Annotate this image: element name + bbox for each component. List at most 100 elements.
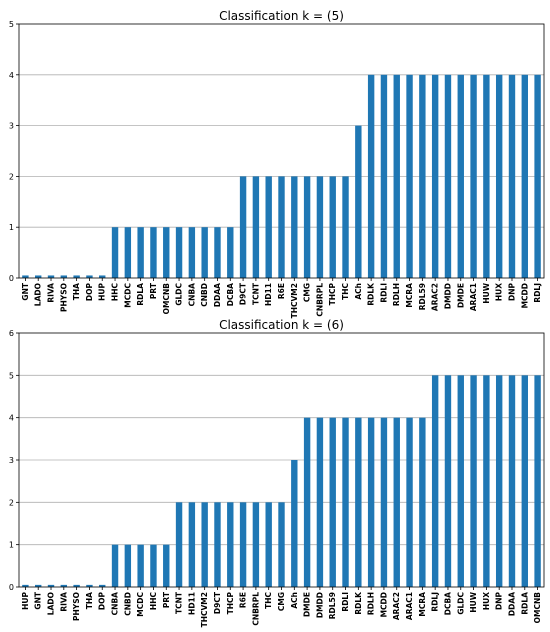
bar-arac2 xyxy=(431,74,439,278)
bar-mcdd xyxy=(521,74,528,278)
x-tick-label: DMDE xyxy=(303,592,312,617)
x-tick-label: DMDE xyxy=(456,283,465,308)
x-tick-label: HUP xyxy=(98,283,107,301)
bar-tcnt xyxy=(175,502,183,587)
bar-rdl59 xyxy=(419,74,426,278)
bar-lado xyxy=(47,584,55,587)
bar-thc xyxy=(342,176,349,278)
bar-dmde xyxy=(303,417,311,587)
bar-omcnb xyxy=(163,227,170,278)
x-tick-label: HHC xyxy=(111,283,120,302)
x-tick-label: DCBA xyxy=(443,592,452,615)
x-tick-label: MCDC xyxy=(136,592,145,617)
bar-dmde xyxy=(457,74,464,278)
x-tick-label: PHYSO xyxy=(72,592,81,621)
bar-ddaa xyxy=(214,227,221,278)
x-tick-label: ARAC1 xyxy=(469,283,478,311)
bar-rdla xyxy=(137,227,144,278)
x-tick-label: DMDD xyxy=(443,283,452,309)
x-tick-label: HUX xyxy=(495,283,504,301)
bar-arac1 xyxy=(406,417,413,587)
bar-hux xyxy=(483,375,490,587)
bar-r6e xyxy=(239,502,247,587)
bar-rdli xyxy=(380,74,388,278)
x-tick-label: DCBA xyxy=(226,283,235,306)
chart-panel-k5: 0 1 2 3 4 5 GNT LADO RIVA PHYSO THA DOP HUP HHC MCDC RD… xyxy=(9,9,545,318)
bar-thcp xyxy=(227,502,234,587)
bar-tha xyxy=(86,584,93,587)
bar-hhc xyxy=(150,544,157,587)
bar-gldc xyxy=(457,375,464,587)
y-tick-label: 0 xyxy=(9,274,14,283)
bar-mcdd xyxy=(380,417,388,587)
bar-hd11 xyxy=(265,176,272,278)
bar-thcvm2 xyxy=(201,502,208,587)
x-tick-label: THCP xyxy=(226,592,235,615)
y-tick-label: 5 xyxy=(9,20,14,29)
x-tick-label: CMG xyxy=(277,592,286,611)
bar-cnbd xyxy=(201,227,208,278)
x-tick-label: MCRA xyxy=(405,283,414,308)
x-tick-label: R6E xyxy=(277,283,286,299)
bar-dcba xyxy=(444,375,452,587)
y-tick-label: 1 xyxy=(9,223,14,232)
x-tick-label: PHYSO xyxy=(59,283,68,312)
x-tick-label: CNBD xyxy=(123,592,132,616)
bar-riva xyxy=(60,584,68,587)
bar-hhc xyxy=(111,227,119,278)
x-tick-label: DDAA xyxy=(507,592,516,616)
bar-ach xyxy=(355,125,362,278)
x-tick-label: GLDC xyxy=(456,592,465,615)
x-tick-label: THA xyxy=(72,283,81,300)
x-tick-label: THCVM2 xyxy=(200,592,209,627)
bar-dnp xyxy=(508,74,516,278)
x-tick-label: DMDD xyxy=(315,592,324,618)
x-tick-label: TCNT xyxy=(251,282,260,305)
bar-tha xyxy=(73,275,80,278)
bar-riva xyxy=(47,275,55,278)
x-tick-label: ARAC1 xyxy=(405,592,414,620)
x-tick-label: CNBD xyxy=(200,283,209,307)
bar-cnba xyxy=(188,227,196,278)
bar-thcp xyxy=(329,176,336,278)
x-tick-label: OMCNB xyxy=(162,283,171,315)
bar-physo xyxy=(73,584,80,587)
x-tick-label: CNBA xyxy=(111,592,120,615)
x-tick-label: LADO xyxy=(47,592,56,615)
x-tick-label: TCNT xyxy=(175,591,184,614)
bar-omcnb xyxy=(534,375,541,587)
bar-cnba xyxy=(111,544,119,587)
bar-hup xyxy=(99,275,106,278)
plot-frame xyxy=(18,332,545,588)
bar-dcba xyxy=(227,227,234,278)
y-tick-label: 6 xyxy=(9,329,14,338)
chart-panel-k6: 0 1 2 3 4 5 6 HUP GNT LADO RIVA PHYSO THA DOP CNBA CNBD… xyxy=(9,318,545,627)
y-tick-label: 3 xyxy=(9,456,14,465)
x-tick-label: HUW xyxy=(482,282,491,303)
bar-rdli xyxy=(342,417,349,587)
bar-cmg xyxy=(303,176,311,278)
x-tick-label: THC xyxy=(264,592,273,609)
x-tick-label: RDLI xyxy=(341,592,350,612)
x-tick-label: PRT xyxy=(149,282,158,299)
x-tick-label: DOP xyxy=(85,283,94,302)
bar-mcdc xyxy=(137,544,144,587)
bar-hup xyxy=(22,584,29,587)
bar-hd11 xyxy=(188,502,196,587)
x-tick-label: THCP xyxy=(328,283,337,306)
bar-ach xyxy=(291,460,298,587)
bar-dnp xyxy=(495,375,503,587)
bar-gnt xyxy=(35,584,42,587)
y-tick-label: 4 xyxy=(9,71,14,80)
x-tick-label: GLDC xyxy=(175,283,184,306)
bar-gnt xyxy=(22,275,29,278)
y-tick-label: 2 xyxy=(9,172,14,181)
bar-d9ct xyxy=(239,176,247,278)
x-tick-label: CNBRPL xyxy=(251,592,260,626)
x-tick-label: DOP xyxy=(98,592,107,611)
bar-dop xyxy=(99,584,106,587)
x-tick-label: THA xyxy=(85,592,94,609)
bar-rdlk xyxy=(367,74,375,278)
bar-rdl59 xyxy=(329,417,336,587)
bar-r6e xyxy=(278,176,285,278)
